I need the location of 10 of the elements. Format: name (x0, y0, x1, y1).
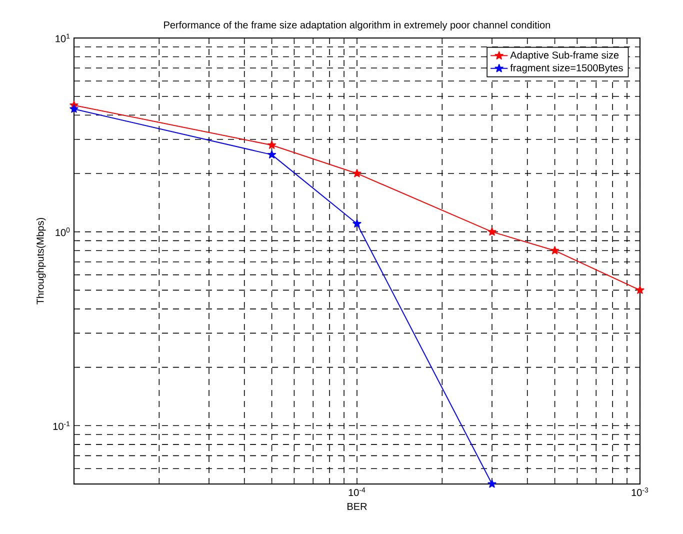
x-tick-label: 10$^{-4}$ (348, 488, 366, 496)
y-tick-label: 10$^{1}$ (56, 34, 70, 42)
legend-label: Adaptive Sub-frame size (510, 51, 619, 61)
y-tick-label: 10$^{-1}$ (53, 421, 70, 430)
y-tick-label: 10$^{0}$ (56, 228, 70, 236)
x-tick-label: 10$^{-3}$ (632, 488, 648, 496)
y-axis-title: Throughputs(Mbps) (36, 218, 46, 304)
chart-title: Performance of the frame size adaptation algorithm in extremely poor channel condition (164, 21, 550, 30)
legend-label: fragment size=1500Bytes (510, 64, 623, 74)
x-axis-title: BER (348, 502, 367, 510)
